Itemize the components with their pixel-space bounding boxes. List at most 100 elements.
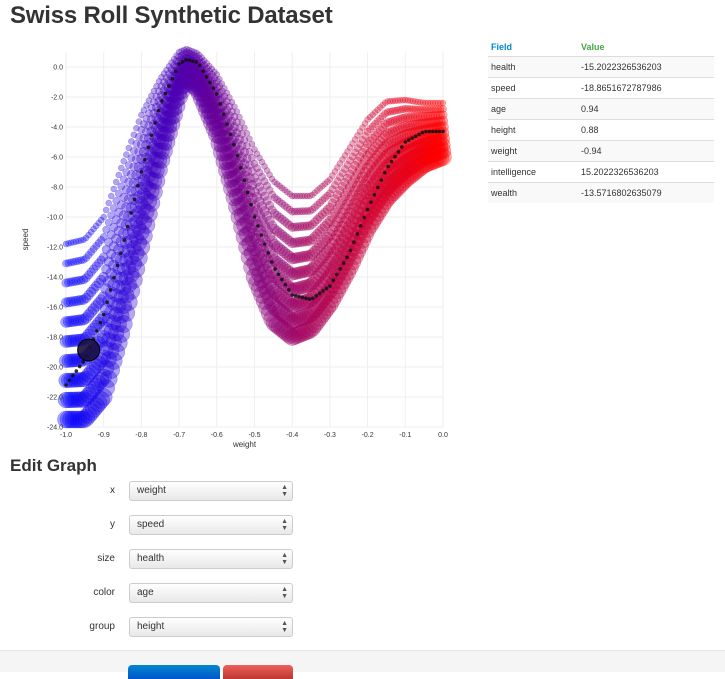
select-arrows-icon: ▲ ▼ — [281, 620, 288, 634]
y-select[interactable]: speed ▲ ▼ — [129, 515, 293, 535]
form-row-group: group height ▲ ▼ — [0, 617, 300, 639]
band-point — [268, 190, 276, 199]
band-point — [69, 258, 78, 266]
x-tick-label: -1.0 — [60, 432, 72, 439]
band-point — [148, 162, 165, 179]
primary-button[interactable] — [128, 665, 220, 679]
row-value: -18.8651672787986 — [578, 77, 714, 99]
band-point — [107, 211, 116, 220]
band-point — [202, 64, 211, 73]
band-point — [434, 142, 452, 160]
band-point — [380, 120, 390, 129]
band-point — [264, 215, 275, 226]
band-point — [241, 166, 252, 177]
band-point — [363, 170, 377, 184]
value-header: Value — [578, 38, 714, 57]
band-point — [286, 190, 293, 198]
band-point — [336, 160, 344, 167]
band-point — [124, 177, 134, 187]
band-point — [321, 295, 339, 313]
band-point — [111, 298, 127, 314]
band-point — [62, 240, 70, 248]
x-axis-label: weight — [232, 440, 257, 449]
band-point — [402, 96, 409, 104]
curve-point — [146, 145, 151, 150]
band-point — [310, 217, 320, 227]
band-point — [322, 205, 332, 215]
x-select[interactable]: weight ▲ ▼ — [129, 481, 293, 501]
band-point — [68, 296, 79, 307]
curve-point — [307, 297, 312, 301]
curve-point — [119, 251, 123, 255]
band-point — [75, 237, 82, 245]
band-point — [128, 245, 145, 262]
band-point — [289, 237, 300, 248]
curve-point — [163, 91, 168, 96]
x-tick-label: -0.3 — [324, 432, 336, 439]
band-point — [118, 164, 125, 172]
group-select-value: height — [137, 621, 165, 632]
curve-point — [74, 369, 79, 373]
band-point — [409, 98, 417, 105]
band-point — [99, 233, 108, 241]
band-point — [98, 291, 110, 303]
curve-point — [67, 378, 72, 383]
y-tick-label: 0.0 — [53, 65, 63, 72]
x-tick-label: -0.6 — [211, 432, 223, 439]
curve-point — [105, 300, 109, 305]
curve-point — [132, 197, 137, 202]
selected-point — [77, 338, 101, 362]
row-field: intelligence — [488, 161, 578, 183]
band-point — [114, 189, 123, 198]
curve-point — [187, 58, 192, 63]
band-point — [127, 260, 146, 278]
band-point — [145, 149, 158, 162]
curve-point — [262, 242, 267, 246]
band-point — [378, 112, 387, 121]
band-point — [109, 288, 124, 303]
band-point — [323, 191, 332, 200]
band-point — [110, 334, 128, 352]
curve-point — [420, 130, 425, 135]
row-value: -15.2022326536203 — [578, 56, 714, 78]
curve-point — [167, 84, 171, 88]
band-point — [368, 122, 377, 131]
curve-point — [331, 278, 336, 283]
curve-point — [259, 233, 264, 237]
band-point — [311, 189, 319, 196]
band-point — [314, 187, 321, 194]
band-point — [404, 164, 422, 183]
group-label: group — [89, 621, 115, 632]
band-point — [404, 97, 412, 104]
curve-point — [300, 295, 305, 300]
band-point — [316, 198, 324, 207]
danger-button[interactable] — [223, 665, 293, 679]
size-select[interactable]: health ▲ ▼ — [129, 549, 293, 569]
curve-point — [115, 263, 120, 268]
band-point — [94, 239, 103, 247]
band-point — [63, 297, 74, 308]
band-point — [278, 184, 286, 192]
table-row: health -15.2022326536203 — [488, 56, 714, 78]
band-point — [399, 97, 406, 104]
band-point — [79, 406, 98, 424]
band-point — [67, 391, 85, 408]
curve-point — [328, 284, 332, 288]
curve-point — [410, 136, 414, 140]
band-point — [215, 82, 224, 91]
edit-graph-title: Edit Graph — [10, 456, 97, 475]
band-point — [420, 118, 431, 129]
curve-point — [430, 129, 435, 134]
band-point — [366, 113, 374, 121]
curve-point — [304, 296, 308, 301]
band-point — [321, 180, 329, 188]
chart-svg: -1.0 -0.9 -0.8 -0.7 -0.6 -0.5 -0.4 -0.3 -0.2 -0.1… — [21, 45, 452, 449]
color-select[interactable]: age ▲ ▼ — [129, 583, 293, 603]
band-point — [414, 98, 422, 106]
y-axis-label: speed — [21, 229, 30, 251]
band-point — [100, 370, 118, 388]
band-point — [319, 182, 326, 190]
curve-point — [153, 121, 157, 125]
group-select[interactable]: height ▲ ▼ — [129, 617, 293, 637]
chart-band — [57, 45, 452, 429]
